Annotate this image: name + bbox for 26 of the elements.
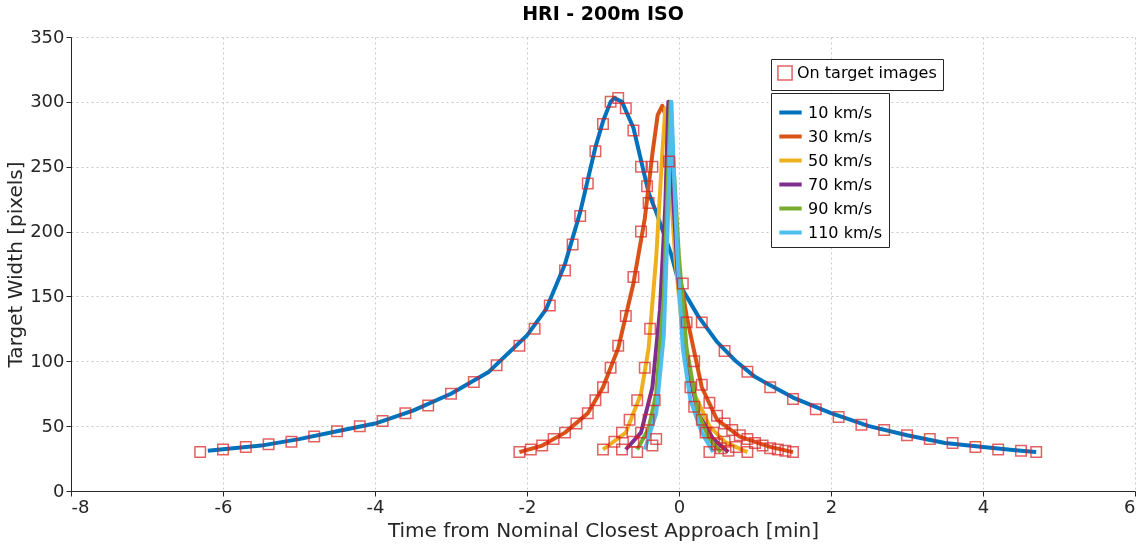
y-tick-label: 0 (53, 479, 65, 501)
x-tick-label: 2 (825, 495, 838, 517)
x-tick-label: 6 (1124, 495, 1136, 517)
x-tick-label: -8 (71, 495, 90, 517)
y-tick-label: 300 (30, 90, 65, 112)
legend-label: 30 km/s (808, 126, 873, 146)
y-tick-label: 50 (41, 414, 65, 436)
legend-label: 70 km/s (808, 174, 873, 194)
x-tick-label: -4 (366, 495, 385, 517)
x-tick-label: -6 (214, 495, 233, 517)
y-tick-label: 150 (30, 284, 65, 306)
x-tick-label: 4 (977, 495, 990, 517)
y-tick-label: 200 (30, 220, 65, 242)
y-tick-label: 100 (30, 349, 65, 371)
legend-label: 10 km/s (808, 102, 873, 122)
legend-label: 110 km/s (808, 222, 883, 242)
y-tick-label: 350 (30, 25, 65, 47)
legend-label: On target images (797, 63, 937, 82)
x-tick-label: -2 (518, 495, 537, 517)
legend-label: 50 km/s (808, 150, 873, 170)
x-axis-title: Time from Nominal Closest Approach [min] (386, 517, 820, 542)
legend-label: 90 km/s (808, 198, 873, 218)
x-tick-label: 0 (673, 495, 686, 517)
y-tick-label: 250 (30, 155, 65, 177)
chart-title: HRI - 200m ISO (522, 2, 684, 24)
y-axis-title: Target Width [pixels] (3, 161, 28, 369)
